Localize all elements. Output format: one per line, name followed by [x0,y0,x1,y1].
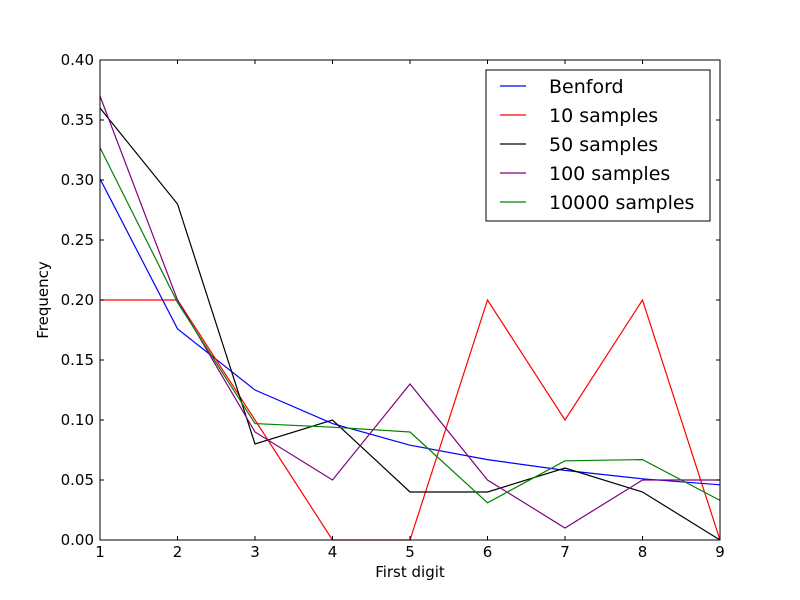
x-tick-label: 2 [173,543,183,561]
legend-label: Benford [549,76,624,98]
y-tick-label: 0.10 [61,411,94,429]
series-line-4 [99,147,721,504]
legend-label: 50 samples [549,134,658,156]
y-tick-label: 0.25 [61,231,94,249]
x-tick-label: 6 [483,543,493,561]
ticks-layer: 1 2 3 4 5 6 7 8 9 0.00 0.05 0.10 0.15 0.20 0.25 0.30 0.3… [61,51,725,561]
legend-label: 100 samples [549,163,670,185]
series-line-3 [99,95,720,529]
x-tick-label: 4 [328,543,338,561]
y-tick-label: 0.20 [61,291,94,309]
legend-label: 10 samples [549,105,658,127]
series-line-1 [100,298,721,541]
y-tick-label: 0.00 [61,531,94,549]
x-tick-label: 8 [638,543,648,561]
x-tick-label: 5 [405,543,415,561]
x-axis-label: First digit [375,563,445,581]
y-tick-label: 0.40 [61,51,94,69]
series-layer [99,95,721,541]
x-tick-label: 9 [715,543,725,561]
series-line-0 [99,178,721,486]
y-axis-label: Frequency [34,261,52,339]
legend: Benford 10 samples 50 samples 100 samples 10… [485,69,711,222]
x-tick-label: 3 [250,543,260,561]
x-tick-label: 7 [560,543,570,561]
series-line-2 [99,107,721,541]
y-tick-label: 0.05 [61,471,94,489]
legend-box [485,69,711,222]
x-tick-label: 1 [95,543,105,561]
y-tick-label: 0.30 [61,171,94,189]
y-tick-label: 0.35 [61,111,94,129]
y-tick-label: 0.15 [61,351,94,369]
legend-label: 10000 samples [549,192,694,214]
